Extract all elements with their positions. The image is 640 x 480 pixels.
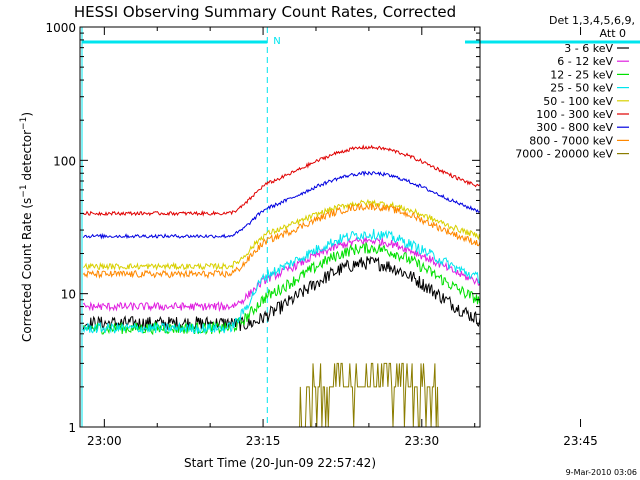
x-tick-label: 23:30 [405, 434, 440, 448]
legend-entry-label: 300 - 800 keV [536, 121, 613, 134]
series-line [299, 362, 439, 427]
plot-frame [79, 26, 481, 428]
x-tick-label: 23:15 [246, 434, 281, 448]
legend-entry-label: 25 - 50 keV [550, 82, 613, 95]
series-line [82, 228, 480, 334]
legend-header-2: Att 0 [600, 27, 626, 40]
y-tick-label: 1000 [45, 21, 76, 35]
x-tick-label: 23:45 [563, 434, 598, 448]
legend-entry-label: 7000 - 20000 keV [515, 148, 613, 161]
series-line [83, 242, 480, 336]
legend-entry-label: 100 - 300 keV [536, 108, 613, 121]
series-line [82, 170, 480, 240]
legend-entry-label: 12 - 25 keV [550, 68, 613, 81]
y-tick-label: 100 [53, 154, 76, 168]
legend-header-1: Det 1,3,4,5,6,9, [549, 14, 635, 27]
footer-date: 9-Mar-2010 03:06 [566, 468, 637, 477]
night-markers: N [81, 27, 640, 427]
y-tick-label: 10 [61, 288, 76, 302]
night-label: N [273, 36, 280, 47]
legend-entry-label: 6 - 12 keV [557, 55, 613, 68]
axes: 23:0023:1523:3023:4500:0000:1500:3011010… [45, 21, 598, 448]
series-line [82, 198, 480, 271]
series-line [82, 236, 480, 313]
y-axis-label: Corrected Count Rate (s−1 detector−1) [19, 112, 34, 342]
series-line [83, 144, 480, 217]
series-group [82, 144, 480, 427]
chart-title: HESSI Observing Summary Count Rates, Cor… [74, 3, 456, 21]
y-tick-label: 1 [68, 421, 76, 435]
legend-entry-label: 3 - 6 keV [564, 42, 613, 55]
series-line [82, 202, 480, 280]
legend-entry-label: 800 - 7000 keV [529, 134, 613, 147]
x-axis-label: Start Time (20-Jun-09 22:57:42) [184, 456, 376, 470]
legend-entry-label: 50 - 100 keV [543, 95, 613, 108]
series-line [82, 256, 480, 333]
x-tick-label: 23:00 [87, 434, 122, 448]
